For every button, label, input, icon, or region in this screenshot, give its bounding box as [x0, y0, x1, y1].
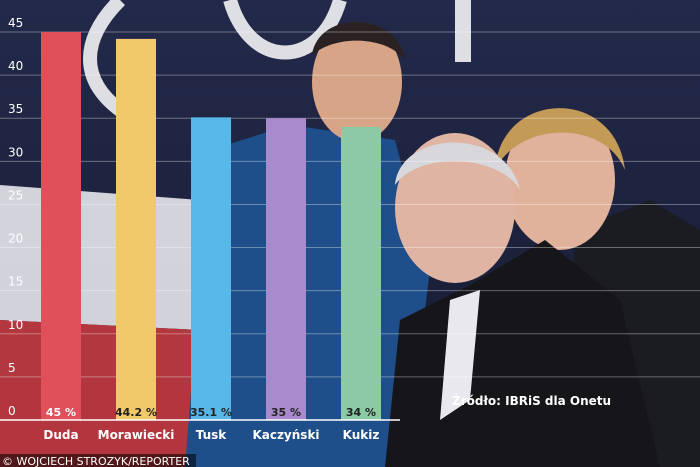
- bar-2: [191, 117, 231, 421]
- data-labels: 45 % 44.2 % 35.1 % 35 % 34 %: [46, 406, 376, 419]
- y-axis-ticks: 0 5 10 15 20 25 30 35 40 45: [8, 16, 23, 418]
- bar-0: [41, 32, 81, 420]
- category-label: Morawiecki: [98, 428, 175, 442]
- y-tick-label: 20: [8, 232, 23, 246]
- data-label: 44.2 %: [115, 406, 157, 419]
- category-label: Duda: [43, 428, 78, 442]
- y-tick-label: 15: [8, 275, 23, 289]
- bar-1: [116, 38, 156, 421]
- photo-credit: © WOJCIECH STROZYK/REPORTER: [2, 455, 190, 467]
- credit-backdrop: [0, 454, 196, 467]
- bar-3: [266, 118, 306, 420]
- y-tick-label: 0: [8, 404, 16, 418]
- y-tick-label: 30: [8, 145, 23, 159]
- category-label: Kukiz: [343, 428, 380, 442]
- data-label: 35 %: [271, 406, 301, 419]
- y-tick-label: 35: [8, 102, 23, 116]
- bar-4: [341, 126, 381, 420]
- y-tick-label: 40: [8, 59, 23, 73]
- bars: [41, 32, 381, 421]
- y-tick-label: 45: [8, 16, 23, 30]
- y-tick-label: 5: [8, 361, 16, 375]
- y-tick-label: 25: [8, 188, 23, 202]
- source-note: Źródło: IBRiS dla Onetu: [452, 393, 611, 408]
- data-label: 45 %: [46, 406, 76, 419]
- data-label: 35.1 %: [190, 406, 232, 419]
- category-label: Tusk: [196, 428, 228, 442]
- category-labels: Duda Morawiecki Tusk Kaczyński Kukiz: [43, 428, 379, 442]
- category-label: Kaczyński: [252, 428, 319, 442]
- y-tick-label: 10: [8, 318, 23, 332]
- data-label: 34 %: [346, 406, 376, 419]
